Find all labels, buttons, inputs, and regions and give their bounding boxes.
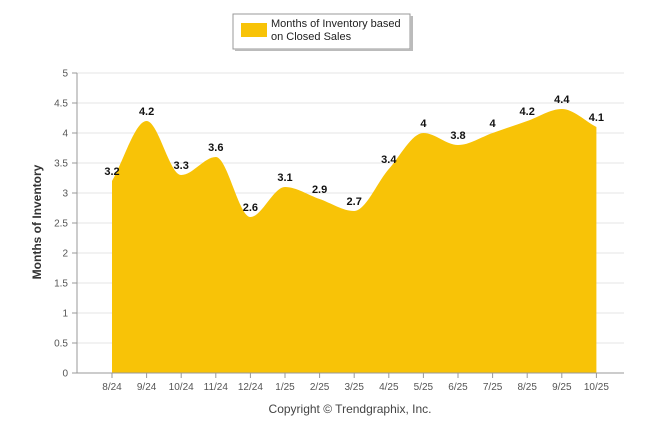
x-tick-label-7: 3/25: [344, 382, 364, 393]
x-tick-label-6: 2/25: [310, 382, 330, 393]
y-tick-label-4: 2: [62, 249, 68, 260]
area-series: [110, 107, 598, 373]
y-axis-title: Months of Inventory: [30, 164, 44, 279]
data-label-4: 2.6: [243, 202, 258, 214]
legend-label-line1: Months of Inventory based: [271, 18, 401, 30]
data-point-4: [248, 215, 252, 219]
data-label-8: 3.4: [381, 154, 397, 166]
data-point-8: [387, 167, 391, 171]
data-label-2: 3.3: [174, 160, 189, 172]
data-point-12: [525, 119, 529, 123]
x-tick-label-9: 5/25: [414, 382, 434, 393]
area-fill: [112, 109, 597, 373]
legend-shadow-bottom: [235, 49, 412, 51]
copyright-text: Copyright © Trendgraphix, Inc.: [269, 402, 432, 416]
x-tick-label-11: 7/25: [483, 382, 503, 393]
data-label-6: 2.9: [312, 184, 327, 196]
y-tick-label-1: 0.5: [54, 339, 68, 350]
y-tick-label-0: 0: [62, 369, 68, 380]
data-point-14: [594, 125, 598, 129]
data-label-0: 3.2: [104, 166, 119, 178]
data-point-5: [283, 185, 287, 189]
y-tick-label-3: 1.5: [54, 279, 68, 290]
data-point-1: [145, 119, 149, 123]
data-label-10: 3.8: [450, 130, 465, 142]
y-tick-label-8: 4: [62, 129, 68, 140]
x-tick-label-14: 10/25: [584, 382, 609, 393]
data-point-13: [560, 107, 564, 111]
data-labels: 3.2 4.2 3.3 3.6 2.6 3.1 2.9 2.7 3.4 4 3.8 4 4.2 4.4 4.…: [104, 94, 604, 214]
data-label-14: 4.1: [589, 112, 604, 124]
data-label-11: 4: [490, 118, 497, 130]
data-point-2: [179, 173, 183, 177]
x-tick-label-1: 9/24: [137, 382, 157, 393]
y-tick-label-10: 5: [62, 69, 68, 80]
legend-label-line2: on Closed Sales: [271, 31, 352, 43]
x-tick-label-12: 8/25: [517, 382, 537, 393]
y-tick-label-2: 1: [62, 309, 68, 320]
legend-shadow: [410, 16, 413, 51]
data-label-7: 2.7: [347, 196, 362, 208]
x-tick-label-4: 12/24: [238, 382, 263, 393]
x-tick-label-3: 11/24: [204, 382, 229, 393]
legend: Months of Inventory based on Closed Sale…: [232, 13, 413, 51]
y-tick-label-5: 2.5: [54, 219, 68, 230]
axes: 0 0.5 1 1.5 2 2.5 3 3.5 4 4.5 5 8/24 9/24 10/24 11/24 1…: [54, 69, 624, 393]
data-label-13: 4.4: [554, 94, 570, 106]
data-point-10: [456, 143, 460, 147]
data-point-0: [110, 179, 114, 183]
x-tick-label-5: 1/25: [275, 382, 295, 393]
legend-swatch: [241, 23, 267, 37]
data-point-9: [421, 131, 425, 135]
data-label-5: 3.1: [277, 172, 292, 184]
data-point-11: [491, 131, 495, 135]
data-point-7: [352, 209, 356, 213]
y-tick-label-6: 3: [62, 189, 68, 200]
data-label-3: 3.6: [208, 142, 223, 154]
x-tick-label-13: 9/25: [552, 382, 572, 393]
data-point-3: [214, 155, 218, 159]
data-label-12: 4.2: [520, 106, 535, 118]
x-tick-label-2: 10/24: [169, 382, 194, 393]
data-point-6: [318, 197, 322, 201]
x-tick-label-0: 8/24: [102, 382, 122, 393]
x-tick-label-8: 4/25: [379, 382, 399, 393]
y-tick-label-9: 4.5: [54, 99, 68, 110]
x-tick-label-10: 6/25: [448, 382, 468, 393]
data-label-1: 4.2: [139, 106, 154, 118]
y-tick-label-7: 3.5: [54, 159, 68, 170]
data-label-9: 4: [420, 118, 427, 130]
